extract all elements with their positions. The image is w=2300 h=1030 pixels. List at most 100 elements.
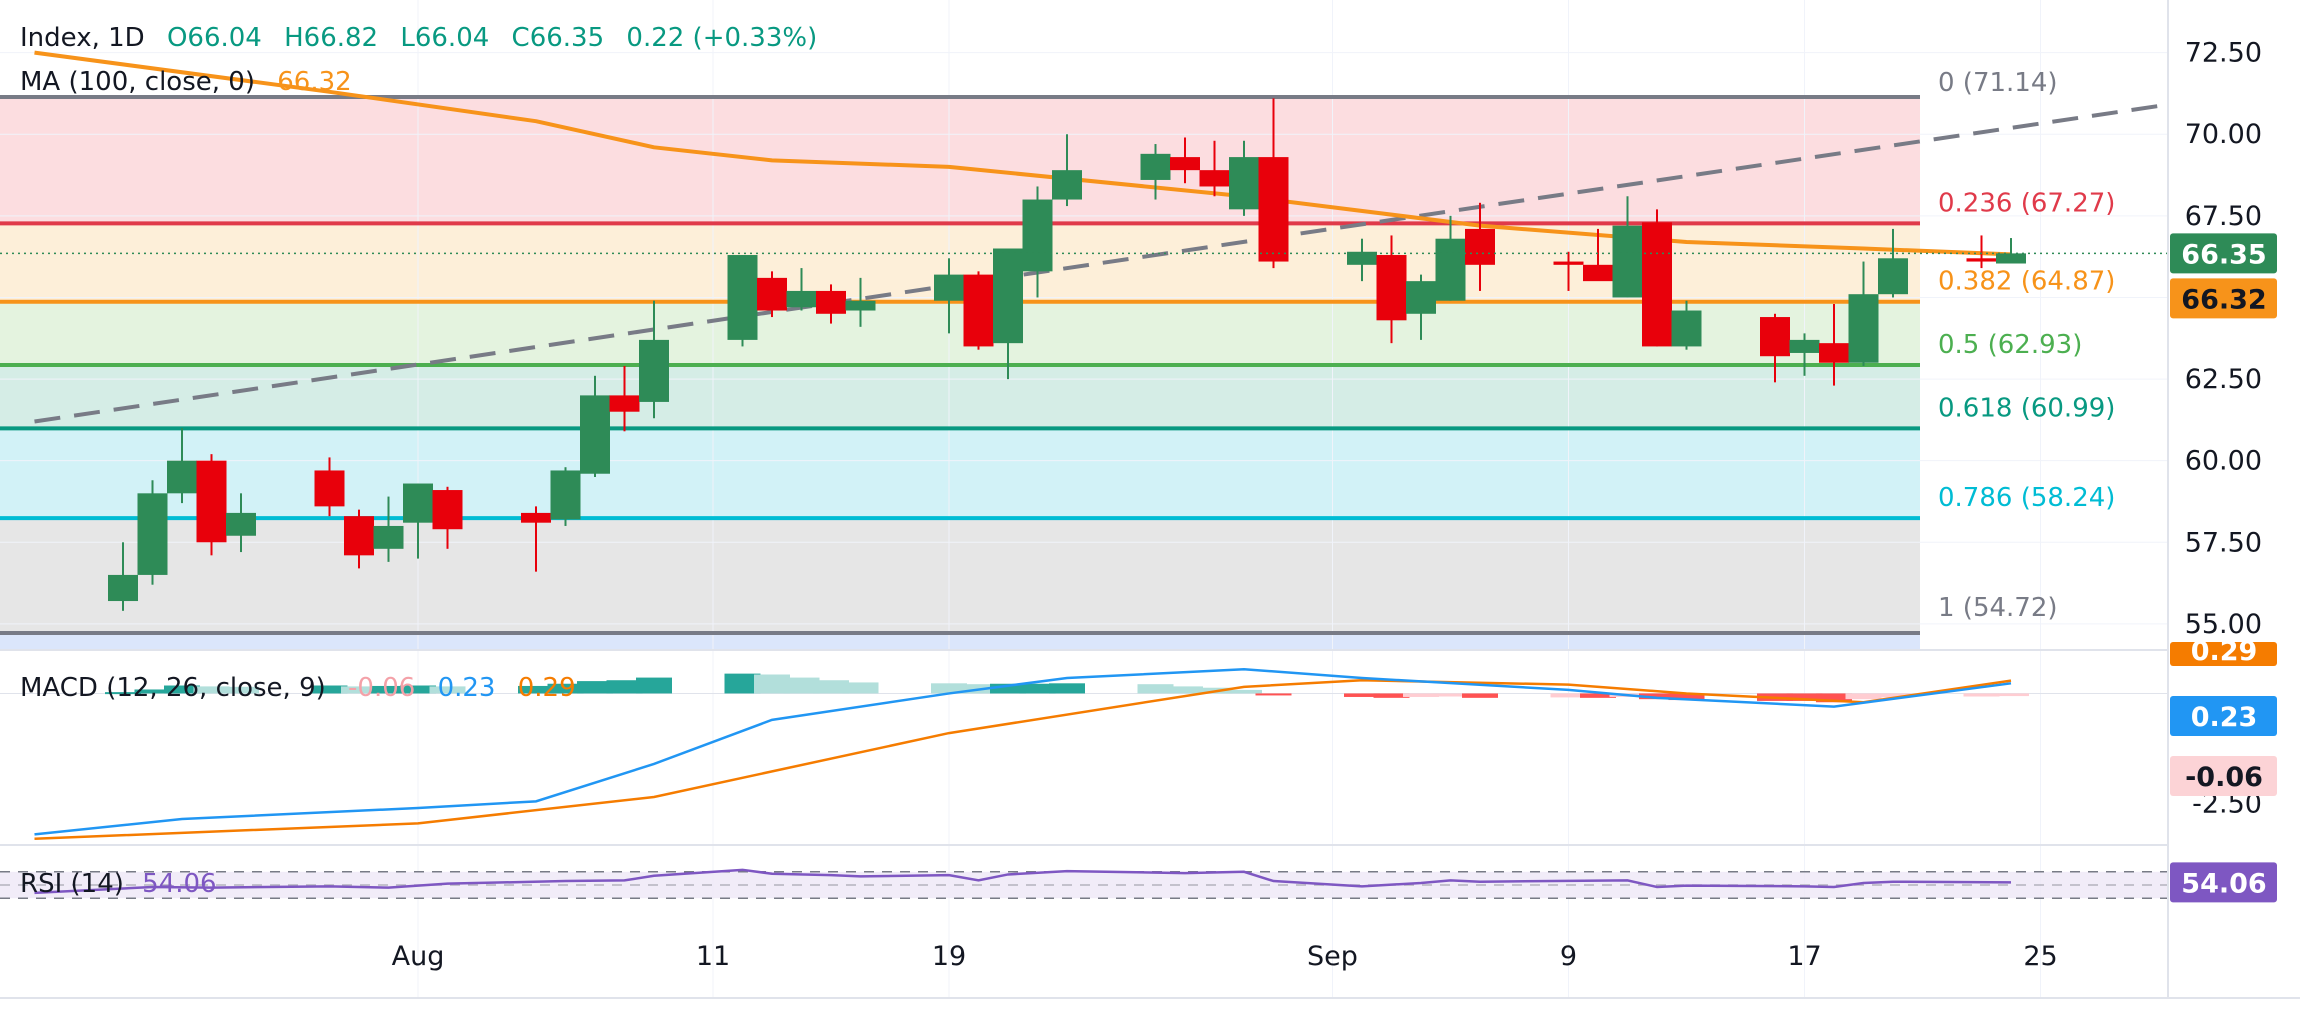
candle bbox=[403, 483, 433, 559]
candle bbox=[108, 542, 138, 611]
y-tick-label: 67.50 bbox=[2185, 201, 2262, 232]
macd-hist-bar bbox=[1993, 693, 2029, 697]
macd-signal-value: 0.29 bbox=[518, 673, 576, 703]
macd-pane[interactable]: -2.500.290.23-0.06 bbox=[0, 636, 2277, 841]
fib-label: 1 (54.72) bbox=[1938, 593, 2058, 623]
ma-series-line bbox=[34, 50, 2012, 257]
macd-badge-box bbox=[2170, 756, 2277, 796]
open-value: O66.04 bbox=[167, 23, 262, 53]
candle-body bbox=[816, 290, 846, 314]
high-value: H66.82 bbox=[284, 23, 378, 53]
candle bbox=[137, 480, 168, 585]
y-tick-label: 55.00 bbox=[2185, 609, 2262, 640]
candle-body bbox=[580, 395, 610, 474]
y-tick-label: 70.00 bbox=[2185, 119, 2262, 150]
macd-hist-bar bbox=[518, 685, 554, 694]
macd-hist-value: -0.06 bbox=[348, 673, 415, 703]
macd-hist-bar bbox=[134, 689, 171, 694]
macd-hist-bar bbox=[341, 686, 377, 694]
macd-hist-bar bbox=[1344, 693, 1380, 697]
macd-hist-bar bbox=[1462, 693, 1498, 698]
candle-body bbox=[1170, 157, 1200, 171]
fib-labels: 0 (71.14) 0.236 (67.27) 0.382 (64.87) 0.5 (… bbox=[1938, 68, 2115, 623]
candle-body bbox=[1553, 261, 1584, 265]
candle-body bbox=[108, 574, 138, 602]
candle-body bbox=[1199, 170, 1230, 187]
fib-label: 0.382 (64.87) bbox=[1938, 267, 2115, 297]
macd-hist-bar bbox=[1373, 693, 1410, 698]
candle-body bbox=[226, 512, 256, 536]
macd-badge: 0.29 bbox=[2170, 636, 2277, 667]
candle-body bbox=[963, 274, 994, 347]
candle bbox=[1199, 140, 1230, 197]
macd-hist-bar bbox=[636, 677, 672, 694]
macd-hist-bar bbox=[105, 692, 141, 695]
price-badge-label: 66.32 bbox=[2181, 284, 2266, 315]
price-badge-box bbox=[2170, 233, 2277, 274]
trendline-segment[interactable] bbox=[34, 99, 2189, 424]
candle-body bbox=[314, 470, 345, 507]
candle bbox=[639, 300, 669, 419]
candle-body bbox=[1140, 153, 1171, 180]
macd-badge: 0.23 bbox=[2170, 696, 2277, 736]
macd-hist-bar bbox=[1137, 684, 1174, 694]
macd-hist-bar bbox=[1432, 693, 1469, 697]
pane-separators[interactable] bbox=[0, 0, 2300, 999]
candle bbox=[1435, 215, 1466, 301]
candle bbox=[226, 493, 256, 553]
y-tick-label: 57.50 bbox=[2185, 527, 2262, 558]
price-badge: 66.35 bbox=[2170, 233, 2277, 274]
macd-hist-bar bbox=[1019, 683, 1056, 694]
price-axis[interactable]: 55.0057.5060.0062.5065.0067.5070.0072.50… bbox=[2168, 0, 2300, 998]
price-pane[interactable]: 0 (71.14) 0.236 (67.27) 0.382 (64.87) 0.5 (… bbox=[0, 0, 2189, 998]
macd-hist-bar bbox=[931, 683, 967, 694]
fib-zones bbox=[0, 97, 1920, 650]
candle-body bbox=[1848, 294, 1879, 363]
candle bbox=[757, 271, 787, 318]
rsi-badge-label: 54.06 bbox=[2181, 868, 2266, 899]
candle-body bbox=[1789, 339, 1820, 353]
macd-hist-bar bbox=[1639, 693, 1675, 700]
macd-badge-box bbox=[2170, 696, 2277, 736]
candle bbox=[1819, 303, 1849, 386]
macd-label: MACD (12, 26, close, 9) bbox=[20, 673, 326, 703]
price-badge-label: 66.35 bbox=[2181, 239, 2266, 270]
candle bbox=[1376, 235, 1407, 344]
candle bbox=[1878, 228, 1908, 298]
candle-body bbox=[1435, 238, 1466, 301]
fib-zone-below bbox=[0, 633, 1920, 650]
x-tick-label: 9 bbox=[1560, 941, 1577, 972]
macd-hist-bar bbox=[813, 680, 849, 694]
candle bbox=[521, 506, 551, 572]
trendline[interactable] bbox=[34, 99, 2189, 424]
rsi-pane[interactable]: 54.06 bbox=[0, 862, 2277, 903]
x-tick-label: 25 bbox=[2023, 941, 2057, 972]
candle-body bbox=[639, 339, 669, 402]
candle bbox=[1229, 140, 1259, 216]
x-tick-label: 17 bbox=[1787, 941, 1821, 972]
candle bbox=[344, 509, 374, 569]
macd-hist-bar bbox=[193, 686, 230, 694]
candle-body bbox=[1642, 222, 1672, 347]
candle-body bbox=[1052, 170, 1082, 200]
candle-body bbox=[993, 248, 1023, 344]
candle-body bbox=[550, 470, 581, 520]
legend-ohlc: Index, 1D O66.04 H66.82 L66.04 C66.35 0.… bbox=[20, 23, 817, 53]
macd-hist-bar bbox=[842, 682, 879, 694]
candle bbox=[196, 454, 227, 556]
candle-body bbox=[1465, 228, 1495, 265]
macd-hist-bar bbox=[990, 683, 1026, 694]
fib-label: 0.5 (62.93) bbox=[1938, 330, 2082, 360]
fib-label: 0.618 (60.99) bbox=[1938, 393, 2115, 423]
time-axis[interactable]: Aug 11 19 Sep 9 17 25 bbox=[392, 941, 2058, 972]
fib-label: 0 (71.14) bbox=[1938, 68, 2058, 98]
macd-signal-line bbox=[34, 678, 2012, 841]
macd-hist-bar bbox=[311, 685, 348, 694]
x-tick-label: Sep bbox=[1307, 941, 1358, 972]
candle bbox=[580, 375, 610, 477]
candle-body bbox=[167, 460, 197, 494]
macd-hist-bar bbox=[754, 674, 790, 694]
candle bbox=[1052, 134, 1082, 207]
candle bbox=[167, 428, 197, 504]
